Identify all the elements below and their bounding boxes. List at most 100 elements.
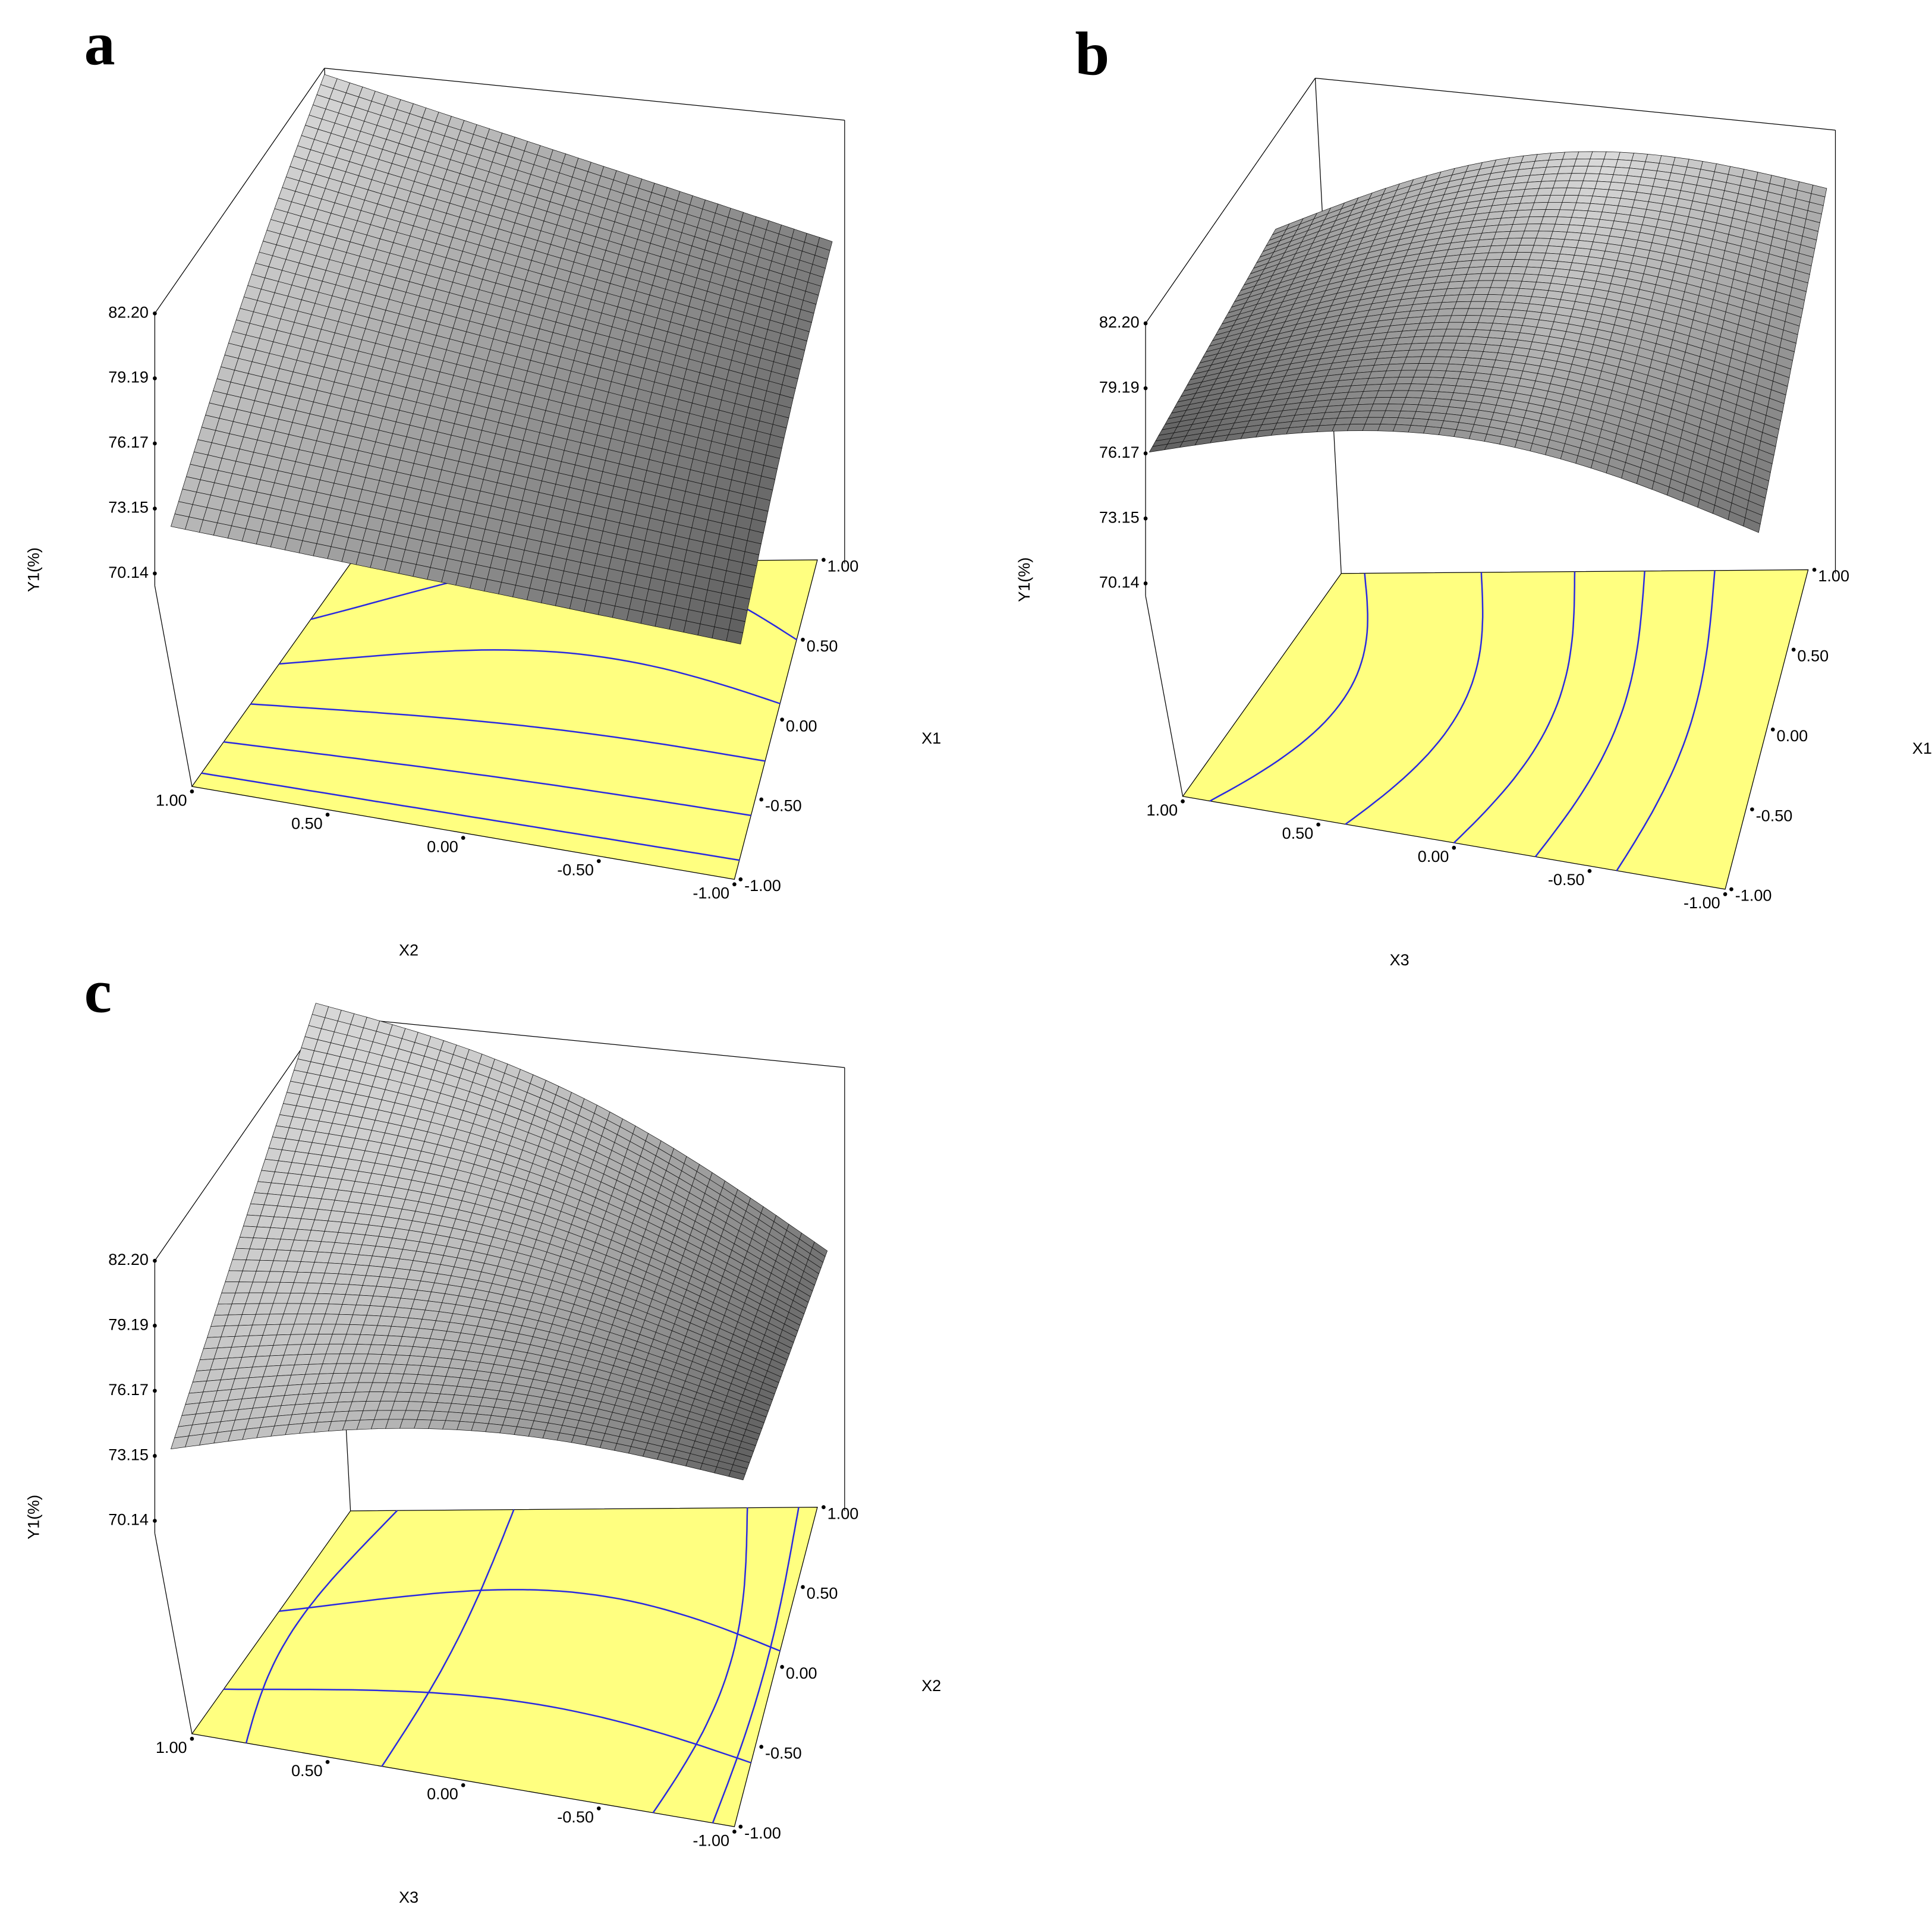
surface-cell [1380,377,1399,385]
y-tick [1729,887,1733,892]
surface-cell [1468,343,1486,352]
surface-cell [1507,273,1525,282]
surface-cell [1601,159,1618,168]
surface-cell [1392,424,1411,433]
surface-cell [1610,174,1628,184]
surface-cell [1590,196,1607,205]
surface-cell [1569,173,1586,181]
surface-cell [1415,404,1434,413]
surface-cell [1465,308,1484,316]
surface-cell [1509,266,1527,275]
y-tick-label: 0.50 [807,637,838,655]
y-tick-label: -1.00 [744,876,781,895]
surface-cell [1478,315,1496,324]
surface-cell [1483,301,1501,310]
surface-cell [1438,384,1456,393]
surface-cell [1538,267,1556,276]
z-tick-label: 79.19 [108,1315,149,1333]
surface-cell [1535,274,1553,284]
surface-cell [1571,209,1588,219]
surface-cell [1576,195,1593,204]
surface-cell [1364,417,1383,424]
surface-cell [1431,322,1449,330]
contour-line [1345,572,1484,825]
y-axis-title: X1 [921,729,941,747]
z-tick [153,441,157,446]
surface-cell [1512,216,1530,225]
surface-cell [1475,322,1493,331]
surface-cell [1550,187,1568,196]
y-tick-label: -0.50 [765,796,802,815]
surface-cell [1546,159,1563,168]
surface-cell [1497,301,1515,310]
x-tick-label: -1.00 [693,884,729,902]
surface-cell [1599,166,1616,175]
surface-cell [1519,281,1537,290]
surface-cell [1438,342,1456,351]
box-edge [324,68,845,121]
surface-cell [1367,410,1386,418]
surface-cell [1564,187,1581,196]
surface-cell [1475,280,1493,288]
x-tick-label: 0.00 [427,1784,458,1803]
x-tick-label: -0.50 [1548,870,1585,889]
x-axis-title: X3 [399,1888,419,1906]
z-axis-title: Y1(%) [1015,558,1033,602]
surface-cell [1483,259,1501,267]
surface-cell [1526,259,1544,268]
surface-cell [1490,238,1508,247]
surface-cell [1464,273,1481,282]
surface-cell [1423,342,1442,350]
surface-cell [1566,180,1584,188]
surface-cell [1413,370,1432,377]
surface-cell [1531,202,1549,210]
surface-cell [1448,357,1467,365]
z-tick-label: 73.15 [1099,508,1140,526]
surface-cell [1420,391,1439,399]
panel-label: c [84,956,112,1025]
y-tick-label: 1.00 [827,557,859,575]
z-tick [153,1454,157,1458]
z-tick-label: 82.20 [1099,313,1140,331]
x-tick [461,836,465,840]
surface-cell [1436,308,1455,316]
x-tick [325,813,330,817]
panel-label: a [84,10,115,78]
contour-line [1453,571,1576,843]
surface-cell [1582,173,1600,182]
surface-cell [1557,166,1575,174]
surface-cell [1613,166,1630,176]
surface-cell [1466,266,1484,275]
x-tick [596,1806,601,1811]
surface-cell [1515,209,1533,218]
surface-cell [1472,329,1491,338]
surface-cell [1559,202,1577,210]
surface-cell [1480,266,1499,274]
z-axis-title: Y1(%) [24,1495,42,1539]
surface-cell [1375,390,1394,398]
x-tick [461,1783,465,1787]
surface-cell [1545,202,1563,210]
surface-cell [499,1425,518,1435]
surface-cell [1453,301,1472,309]
surface-cell [1528,209,1546,218]
surface-cell [1527,216,1544,225]
surface-cell [1426,377,1444,385]
surface-cell [1571,166,1588,174]
surface-cell [1408,383,1427,392]
x-tick-label: 0.50 [291,1761,323,1780]
surface-cell [1411,377,1429,385]
contour-line [279,649,781,704]
x-tick-label: 1.00 [156,1738,187,1756]
z-tick [153,506,157,511]
surface-cell [1540,216,1558,225]
surface-cell [1510,223,1528,232]
surface-cell [1436,350,1454,357]
panel: a70.1473.1576.1779.1982.20Y1(%)1.000.500… [24,10,941,959]
surface-cell [1564,232,1582,241]
surface-cell [514,1426,532,1437]
surface-cell [1458,287,1477,295]
surface-cell [1534,194,1551,203]
surface-cell [1428,329,1447,337]
surface-cell [1380,417,1399,425]
